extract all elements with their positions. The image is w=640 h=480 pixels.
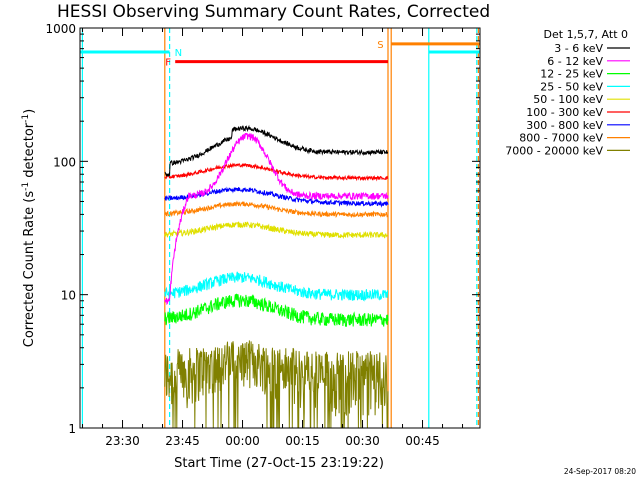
x-tick-label-1: 23:45 (165, 434, 200, 448)
chart-title: HESSI Observing Summary Count Rates, Cor… (57, 2, 490, 22)
series-line-12-25-kev (164, 293, 389, 327)
series-line-7000-20000-kev (164, 340, 389, 429)
legend-label-6-12-kev: 6 - 12 keV (547, 55, 603, 68)
legend-label-25-50-kev: 25 - 50 keV (540, 80, 603, 93)
series-line-6-12-kev (164, 132, 389, 306)
x-axis-label: Start Time (27-Oct-15 23:19:22) (174, 456, 384, 471)
legend-label-7000-20000-kev: 7000 - 20000 keV (505, 144, 603, 157)
y-tick-label-1000: 1000 (45, 22, 76, 36)
flag-label-s: S (377, 40, 383, 51)
legend-header: Det 1,5,7, Att 0 (544, 28, 628, 41)
legend-label-800-7000-kev: 800 - 7000 keV (519, 132, 603, 145)
x-tick-label-3: 00:15 (285, 434, 320, 448)
y-axis-label-main: Corrected Count Rate (s (22, 191, 37, 348)
y-axis-label-mid: detector (22, 122, 37, 182)
flag-label-n: N (175, 48, 182, 59)
flag-label-f: F (165, 58, 171, 69)
x-tick-label-5: 00:45 (405, 434, 440, 448)
series-line-800-7000-kev (164, 200, 389, 219)
plot-area: FN S (80, 28, 480, 429)
series-line-3-6-kev (164, 124, 389, 178)
y-axis-label-sup1: -1 (21, 182, 31, 191)
legend-label-50-100-kev: 50 - 100 keV (533, 93, 603, 106)
footer-timestamp: 24-Sep-2017 08:20 (564, 467, 636, 476)
x-tick-label-2: 00:00 (225, 434, 260, 448)
legend-label-100-300-kev: 100 - 300 keV (526, 106, 603, 119)
series-line-300-800-kev (164, 186, 389, 208)
series-line-50-100-kev (164, 221, 389, 240)
legend-label-3-6-kev: 3 - 6 keV (554, 42, 603, 55)
y-tick-label-100: 100 (53, 155, 76, 169)
y-axis: 1 10 100 1000 (45, 22, 480, 436)
y-axis-label-sup2: -1 (21, 114, 31, 123)
y-axis-label-end: ) (22, 109, 37, 114)
legend-label-300-800-kev: 300 - 800 keV (526, 119, 603, 132)
x-axis: 23:30 23:45 00:00 00:15 00:30 00:45 (82, 28, 464, 448)
y-axis-label: Corrected Count Rate (s-1 detector-1) (21, 109, 37, 347)
y-tick-label-1: 1 (68, 422, 76, 436)
y-tick-label-10: 10 (61, 289, 76, 303)
legend-label-12-25-kev: 12 - 25 keV (540, 68, 603, 81)
series-line-100-300-kev (164, 162, 389, 182)
plot-frame (79, 27, 481, 429)
x-tick-label-4: 00:30 (345, 434, 380, 448)
x-tick-label-0: 23:30 (105, 434, 140, 448)
series-line-25-50-kev (164, 271, 389, 302)
